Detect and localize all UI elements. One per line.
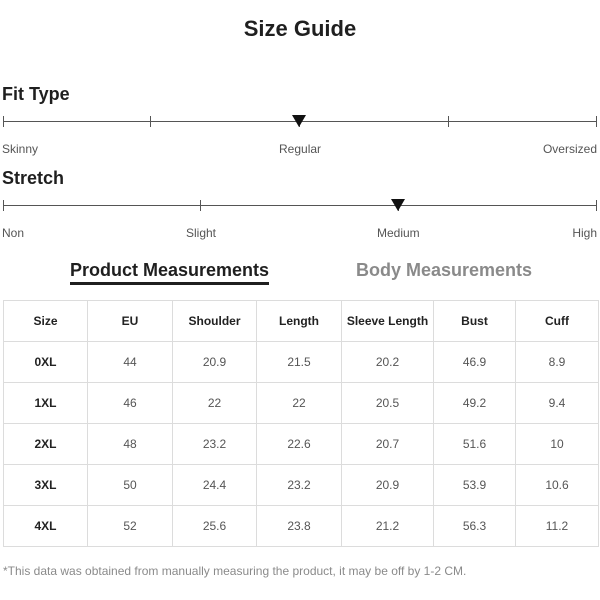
stretch-marker-icon <box>391 199 405 211</box>
table-cell: 53.9 <box>433 464 516 506</box>
table-row: 0XL 44 20.9 21.5 20.2 46.9 8.9 <box>3 341 599 383</box>
table-cell: 20.7 <box>341 423 434 465</box>
table-cell: 23.2 <box>256 464 342 506</box>
scale-tick <box>596 200 597 211</box>
table-cell: 3XL <box>3 464 88 506</box>
table-cell: 20.9 <box>341 464 434 506</box>
table-cell: 4XL <box>3 505 88 547</box>
table-cell: 22 <box>172 382 257 424</box>
table-cell: 22.6 <box>256 423 342 465</box>
stretch-label-non: Non <box>2 226 25 240</box>
fit-type-label-oversized: Oversized <box>542 142 597 156</box>
scale-tick <box>448 116 449 127</box>
table-cell: 22 <box>256 382 342 424</box>
stretch-scale <box>3 199 597 212</box>
scale-tick <box>150 116 151 127</box>
fit-type-heading: Fit Type <box>2 84 70 104</box>
footnote: *This data was obtained from manually me… <box>3 564 467 578</box>
table-cell: 52 <box>87 505 173 547</box>
table-cell: 56.3 <box>433 505 516 547</box>
table-cell: 51.6 <box>433 423 516 465</box>
table-cell: 10.6 <box>515 464 599 506</box>
table-cell: 25.6 <box>172 505 257 547</box>
table-cell: 20.5 <box>341 382 434 424</box>
table-row: 1XL 46 22 22 20.5 49.2 9.4 <box>3 382 599 424</box>
scale-tick <box>200 200 201 211</box>
table-cell: 1XL <box>3 382 88 424</box>
scale-line <box>3 205 597 206</box>
table-cell: 2XL <box>3 423 88 465</box>
column-header-size: Size <box>3 300 88 342</box>
size-table: Size EU Shoulder Length Sleeve Length Bu… <box>3 300 599 547</box>
table-cell: 11.2 <box>515 505 599 547</box>
scale-tick <box>3 200 4 211</box>
scale-tick <box>3 116 4 127</box>
scale-tick <box>596 116 597 127</box>
table-cell: 0XL <box>3 341 88 383</box>
stretch-heading: Stretch <box>2 168 65 188</box>
stretch-label-high: High <box>572 226 597 240</box>
table-cell: 21.2 <box>341 505 434 547</box>
table-row: 2XL 48 23.2 22.6 20.7 51.6 10 <box>3 423 599 465</box>
table-row: 4XL 52 25.6 23.8 21.2 56.3 11.2 <box>3 505 599 547</box>
table-cell: 20.9 <box>172 341 257 383</box>
table-cell: 23.2 <box>172 423 257 465</box>
page-title: Size Guide <box>243 16 357 41</box>
table-cell: 46.9 <box>433 341 516 383</box>
column-header-bust: Bust <box>433 300 516 342</box>
table-cell: 21.5 <box>256 341 342 383</box>
fit-type-marker-icon <box>292 115 306 127</box>
table-cell: 24.4 <box>172 464 257 506</box>
column-header-eu: EU <box>87 300 173 342</box>
column-header-shoulder: Shoulder <box>172 300 257 342</box>
tab-product-measurements[interactable]: Product Measurements <box>70 260 270 285</box>
table-cell: 48 <box>87 423 173 465</box>
column-header-sleeve-length: Sleeve Length <box>341 300 434 342</box>
table-cell: 20.2 <box>341 341 434 383</box>
table-cell: 49.2 <box>433 382 516 424</box>
fit-type-label-regular: Regular <box>279 142 322 156</box>
table-cell: 8.9 <box>515 341 599 383</box>
column-header-length: Length <box>256 300 342 342</box>
fit-type-scale <box>3 115 597 128</box>
table-cell: 10 <box>515 423 599 465</box>
table-cell: 44 <box>87 341 173 383</box>
tab-body-measurements[interactable]: Body Measurements <box>356 260 533 280</box>
stretch-label-medium: Medium <box>377 226 420 240</box>
table-cell: 46 <box>87 382 173 424</box>
stretch-label-slight: Slight <box>186 226 217 240</box>
fit-type-label-skinny: Skinny <box>2 142 39 156</box>
table-header-row: Size EU Shoulder Length Sleeve Length Bu… <box>3 300 599 342</box>
column-header-cuff: Cuff <box>515 300 599 342</box>
table-cell: 23.8 <box>256 505 342 547</box>
table-row: 3XL 50 24.4 23.2 20.9 53.9 10.6 <box>3 464 599 506</box>
table-cell: 50 <box>87 464 173 506</box>
table-cell: 9.4 <box>515 382 599 424</box>
